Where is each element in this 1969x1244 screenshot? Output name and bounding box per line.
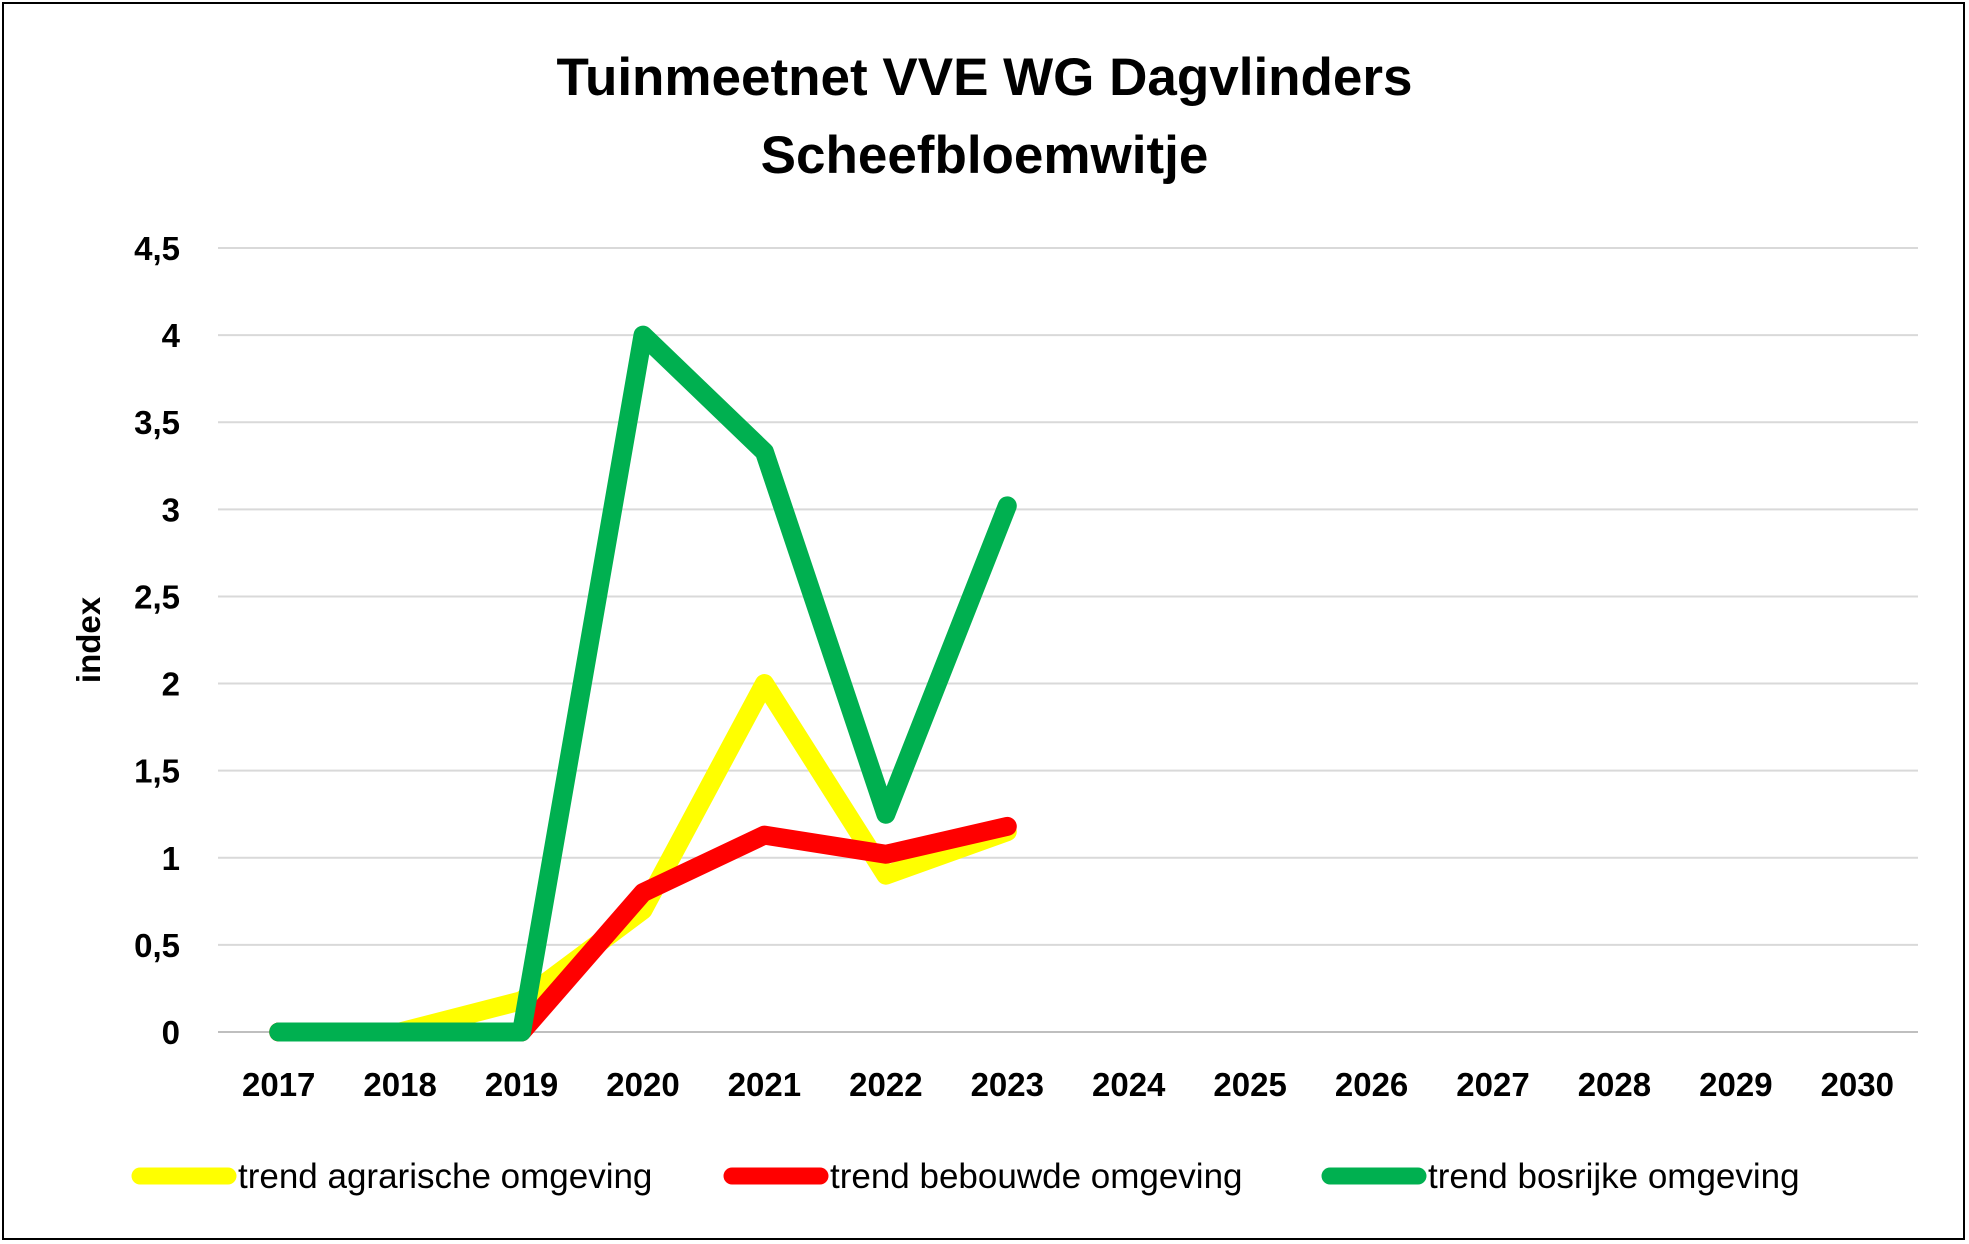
x-tick-label: 2019 — [485, 1066, 558, 1103]
chart-title-line-2: Scheefbloemwitje — [760, 126, 1209, 185]
y-tick-label: 2 — [162, 666, 180, 703]
y-tick-label: 3,5 — [134, 404, 180, 441]
y-tick-label: 3 — [162, 491, 180, 528]
y-tick-label: 2,5 — [134, 578, 180, 615]
y-tick-label: 0,5 — [134, 927, 180, 964]
y-axis-ticks: 0 0,5 1 1,5 2 2,5 3 3,5 4 4,5 — [134, 230, 181, 1051]
gridlines — [218, 247, 1918, 1033]
y-tick-label: 1,5 — [134, 753, 180, 790]
y-tick-label: 4,5 — [134, 230, 180, 267]
x-tick-label: 2027 — [1456, 1066, 1529, 1103]
y-tick-label: 0 — [162, 1014, 180, 1051]
legend-label: trend agrarische omgeving — [238, 1157, 652, 1196]
x-tick-label: 2029 — [1699, 1066, 1772, 1103]
x-tick-label: 2028 — [1578, 1066, 1651, 1103]
x-tick-label: 2026 — [1335, 1066, 1408, 1103]
x-tick-label: 2021 — [728, 1066, 801, 1103]
series-lines — [269, 325, 1017, 1042]
x-tick-label: 2020 — [606, 1066, 679, 1103]
x-tick-label: 2024 — [1092, 1066, 1166, 1103]
series-line-3 — [269, 325, 1017, 1042]
y-axis-label: index — [70, 596, 107, 683]
y-tick-label: 4 — [162, 317, 181, 354]
x-tick-label: 2030 — [1821, 1066, 1894, 1103]
x-tick-label: 2023 — [971, 1066, 1044, 1103]
legend: trend agrarische omgeving trend bebouwde … — [131, 1157, 1800, 1196]
x-tick-label: 2025 — [1213, 1066, 1286, 1103]
x-axis-ticks: 2017 2018 2019 2020 2021 2022 2023 2024 2025 2026… — [242, 1066, 1894, 1103]
chart-title-line-1: Tuinmeetnet VVE WG Dagvlinders — [556, 48, 1413, 107]
y-tick-label: 1 — [162, 840, 180, 877]
x-tick-label: 2017 — [242, 1066, 315, 1103]
x-tick-label: 2022 — [849, 1066, 922, 1103]
x-tick-label: 2018 — [363, 1066, 436, 1103]
legend-label: trend bosrijke omgeving — [1428, 1157, 1800, 1196]
legend-label: trend bebouwde omgeving — [830, 1157, 1243, 1196]
